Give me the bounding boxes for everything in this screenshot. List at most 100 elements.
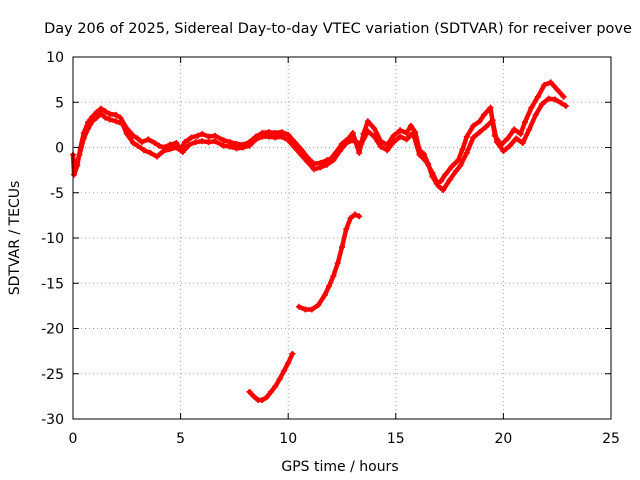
data-point xyxy=(102,114,109,121)
data-point xyxy=(227,143,234,150)
data-point xyxy=(351,211,358,218)
data-point xyxy=(547,79,554,86)
data-point xyxy=(113,111,120,118)
data-point xyxy=(371,133,378,140)
data-point xyxy=(470,122,477,129)
data-point xyxy=(317,164,324,171)
data-point xyxy=(539,101,546,108)
data-point xyxy=(483,123,490,130)
data-point xyxy=(506,142,513,149)
axis-ticks: 0 5 10 15 20 25 10 5 0 -5 -10 -15 -20 -25 -30 xyxy=(41,50,620,447)
data-point xyxy=(295,303,302,310)
data-point xyxy=(145,136,152,143)
x-tick-label: 10 xyxy=(279,431,297,447)
data-point xyxy=(220,137,227,144)
y-tick-label: -30 xyxy=(41,412,64,428)
data-point xyxy=(397,127,404,134)
y-tick-label: 10 xyxy=(46,50,64,66)
data-point xyxy=(455,157,462,164)
data-point xyxy=(528,104,535,111)
data-point xyxy=(562,102,569,109)
data-point xyxy=(147,149,154,156)
data-point xyxy=(364,128,371,135)
data-point xyxy=(240,144,247,151)
data-series xyxy=(70,79,569,403)
y-tick-label: -25 xyxy=(41,367,64,383)
data-point xyxy=(429,169,436,176)
data-point xyxy=(336,148,343,155)
data-point xyxy=(246,142,253,149)
data-point xyxy=(545,95,552,102)
y-tick-label: -15 xyxy=(41,276,64,292)
data-point xyxy=(265,133,272,140)
data-point xyxy=(259,396,266,403)
data-point xyxy=(521,119,528,126)
data-point xyxy=(134,135,141,142)
data-point xyxy=(315,301,322,308)
data-point xyxy=(272,134,279,141)
data-point xyxy=(130,132,137,139)
y-tick-label: 0 xyxy=(55,141,64,157)
data-point xyxy=(188,134,195,141)
data-point xyxy=(534,93,541,100)
y-axis-label: SDTVAR / TECUs xyxy=(7,181,23,296)
data-point xyxy=(119,120,126,127)
x-tick-label: 25 xyxy=(602,431,620,447)
data-point xyxy=(212,138,219,145)
data-point xyxy=(347,215,354,222)
data-point xyxy=(298,151,305,158)
data-point xyxy=(384,147,391,154)
data-point xyxy=(349,137,356,144)
data-point xyxy=(487,104,494,111)
data-point xyxy=(349,130,356,137)
data-point xyxy=(123,130,130,137)
x-tick-label: 5 xyxy=(176,431,185,447)
y-tick-label: -20 xyxy=(41,322,64,338)
data-point xyxy=(102,108,109,115)
data-point xyxy=(323,161,330,168)
data-point xyxy=(334,260,341,267)
data-point xyxy=(532,111,539,118)
data-point xyxy=(199,138,206,145)
data-point xyxy=(113,118,120,125)
data-point xyxy=(442,171,449,178)
data-point xyxy=(526,126,533,133)
data-point xyxy=(513,135,520,142)
data-point xyxy=(377,143,384,150)
data-point xyxy=(476,118,483,125)
data-point xyxy=(302,306,309,313)
data-point xyxy=(138,139,145,146)
data-point xyxy=(97,111,104,118)
data-point xyxy=(205,139,212,146)
data-point xyxy=(194,132,201,139)
data-point xyxy=(250,393,257,400)
data-point xyxy=(459,146,466,153)
data-point xyxy=(403,136,410,143)
data-point xyxy=(457,162,464,169)
data-point xyxy=(291,144,298,151)
data-point xyxy=(179,149,186,156)
data-point xyxy=(97,105,104,112)
data-point xyxy=(205,133,212,140)
data-point xyxy=(199,130,206,137)
data-point xyxy=(410,130,417,137)
data-point xyxy=(500,148,507,155)
x-axis-label: GPS time / hours xyxy=(281,459,398,475)
data-point xyxy=(76,151,83,158)
data-point xyxy=(220,142,227,149)
data-point xyxy=(259,133,266,140)
data-point xyxy=(453,168,460,175)
data-point xyxy=(272,383,279,390)
data-point xyxy=(80,135,87,142)
data-point xyxy=(308,306,315,313)
x-tick-label: 15 xyxy=(387,431,405,447)
series-segment-upper xyxy=(295,211,363,313)
series-segment-lower xyxy=(246,350,296,403)
data-point xyxy=(489,117,496,124)
data-point xyxy=(276,376,283,383)
data-point xyxy=(263,394,270,401)
data-point xyxy=(141,147,148,154)
data-point xyxy=(481,111,488,118)
data-point xyxy=(560,93,567,100)
